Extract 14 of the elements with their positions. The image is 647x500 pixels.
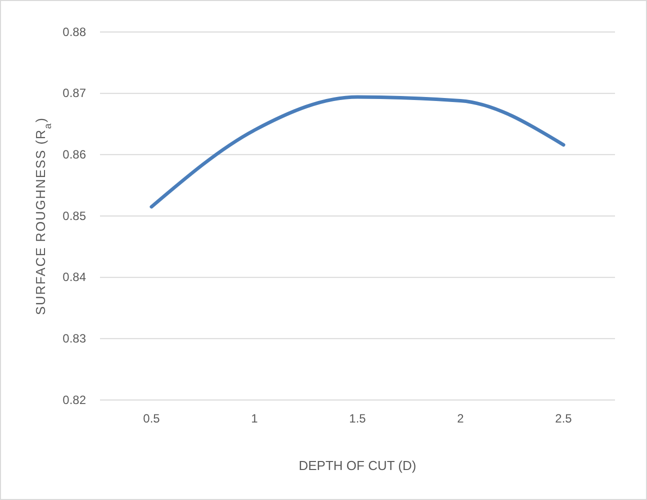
y-tick-label: 0.87 bbox=[62, 86, 86, 100]
y-tick-label: 0.86 bbox=[62, 148, 86, 162]
y-tick-label: 0.88 bbox=[62, 24, 86, 39]
y-tick-label: 0.83 bbox=[62, 332, 86, 346]
x-tick-label: 0.5 bbox=[143, 412, 160, 426]
x-axis-title: DEPTH OF CUT (D) bbox=[298, 458, 416, 473]
y-tick-label: 0.84 bbox=[62, 270, 86, 284]
y-tick-label: 0.85 bbox=[62, 208, 86, 223]
x-tick-label: 1.5 bbox=[349, 412, 366, 426]
y-tick-label: 0.82 bbox=[62, 392, 86, 407]
x-tick-label: 2 bbox=[457, 412, 464, 426]
x-tick-label: 2.5 bbox=[555, 412, 572, 426]
line-series bbox=[150, 95, 566, 209]
x-tick-label: 1 bbox=[251, 412, 258, 426]
